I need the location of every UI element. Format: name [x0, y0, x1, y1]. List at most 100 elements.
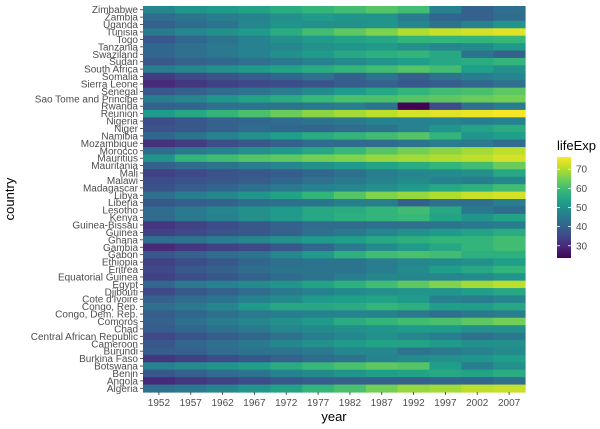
heatmap-cell	[239, 147, 271, 155]
heatmap-cell	[461, 147, 493, 155]
heatmap-cell	[270, 117, 302, 125]
heatmap-cell	[239, 258, 271, 266]
heatmap-cell	[207, 103, 239, 111]
heatmap-cell	[302, 281, 334, 289]
heatmap-cell	[175, 132, 207, 140]
heatmap-cell	[207, 273, 239, 281]
heatmap-cell	[398, 266, 430, 274]
heatmap-cell	[175, 303, 207, 311]
heatmap-cell	[239, 370, 271, 378]
heatmap-cell	[239, 13, 271, 21]
heatmap-cell	[334, 43, 366, 51]
heatmap-cell	[334, 154, 366, 162]
heatmap-cell	[239, 125, 271, 133]
heatmap-cell	[461, 192, 493, 200]
heatmap-cell	[461, 236, 493, 244]
heatmap-cell	[270, 73, 302, 81]
heatmap-cell	[207, 169, 239, 177]
heatmap-cell	[175, 318, 207, 326]
heatmap-cell	[366, 303, 398, 311]
heatmap-cell	[334, 65, 366, 73]
heatmap-cell	[302, 206, 334, 214]
heatmap-cell	[207, 362, 239, 370]
x-tick-label: 1997	[434, 398, 457, 409]
heatmap-cell	[398, 303, 430, 311]
heatmap-cell	[270, 88, 302, 96]
colorbar-tick-label: 50	[576, 203, 588, 214]
heatmap-cell	[207, 347, 239, 355]
heatmap-cell	[493, 132, 525, 140]
heatmap-cell	[493, 13, 525, 21]
heatmap-cell	[143, 236, 175, 244]
heatmap-cell	[430, 43, 462, 51]
heatmap-cell	[398, 6, 430, 14]
heatmap-cell	[366, 221, 398, 229]
heatmap-cell	[430, 244, 462, 252]
heatmap-cell	[175, 347, 207, 355]
heatmap-cell	[334, 236, 366, 244]
heatmap-cell	[334, 140, 366, 148]
heatmap-cell	[207, 110, 239, 118]
heatmap-cell	[239, 288, 271, 296]
heatmap-cell	[430, 377, 462, 385]
heatmap-cell	[239, 377, 271, 385]
heatmap-cell	[461, 206, 493, 214]
heatmap-cell	[366, 110, 398, 118]
heatmap-cell	[175, 21, 207, 29]
heatmap-cell	[366, 95, 398, 103]
heatmap-cell	[239, 333, 271, 341]
heatmap-cell	[334, 229, 366, 237]
heatmap-cell	[143, 347, 175, 355]
heatmap-cell	[143, 162, 175, 170]
heatmap-cell	[398, 377, 430, 385]
heatmap-cell	[430, 251, 462, 259]
x-tick-label: 1982	[339, 398, 362, 409]
heatmap-cell	[334, 58, 366, 66]
heatmap-cell	[143, 221, 175, 229]
heatmap-cell	[302, 296, 334, 304]
heatmap-cell	[461, 251, 493, 259]
heatmap-cell	[461, 154, 493, 162]
heatmap-cell	[398, 199, 430, 207]
heatmap-cell	[302, 169, 334, 177]
heatmap-cell	[430, 95, 462, 103]
heatmap-cell	[430, 303, 462, 311]
heatmap-cell	[302, 288, 334, 296]
heatmap-cell	[366, 28, 398, 36]
heatmap-cell	[398, 162, 430, 170]
heatmap-cell	[334, 169, 366, 177]
heatmap-cell	[143, 73, 175, 81]
heatmap-cell	[175, 251, 207, 259]
heatmap-cell	[239, 80, 271, 88]
heatmap-cell	[270, 385, 302, 393]
heatmap-cell	[207, 184, 239, 192]
heatmap-cell	[207, 318, 239, 326]
heatmap-cell	[430, 266, 462, 274]
heatmap-cell	[461, 310, 493, 318]
heatmap-cell	[302, 177, 334, 185]
heatmap-cell	[239, 214, 271, 222]
legend-title: lifeExp	[557, 138, 596, 153]
heatmap-cell	[366, 273, 398, 281]
heatmap-cell	[366, 43, 398, 51]
heatmap-cell	[302, 80, 334, 88]
heatmap-cell	[143, 65, 175, 73]
heatmap-cell	[334, 184, 366, 192]
heatmap-cell	[493, 125, 525, 133]
heatmap-cell	[461, 36, 493, 44]
heatmap-cell	[430, 88, 462, 96]
heatmap-cell	[430, 140, 462, 148]
heatmap-cell	[302, 51, 334, 59]
heatmap-cell	[302, 36, 334, 44]
heatmap-cell	[302, 251, 334, 259]
heatmap-cell	[302, 340, 334, 348]
heatmap-cell	[302, 303, 334, 311]
heatmap-cell	[430, 362, 462, 370]
heatmap-cell	[302, 221, 334, 229]
heatmap-cell	[430, 117, 462, 125]
heatmap-cell	[398, 184, 430, 192]
heatmap-cell	[430, 110, 462, 118]
heatmap-cell	[334, 132, 366, 140]
heatmap-cell	[366, 318, 398, 326]
heatmap-cell	[302, 73, 334, 81]
